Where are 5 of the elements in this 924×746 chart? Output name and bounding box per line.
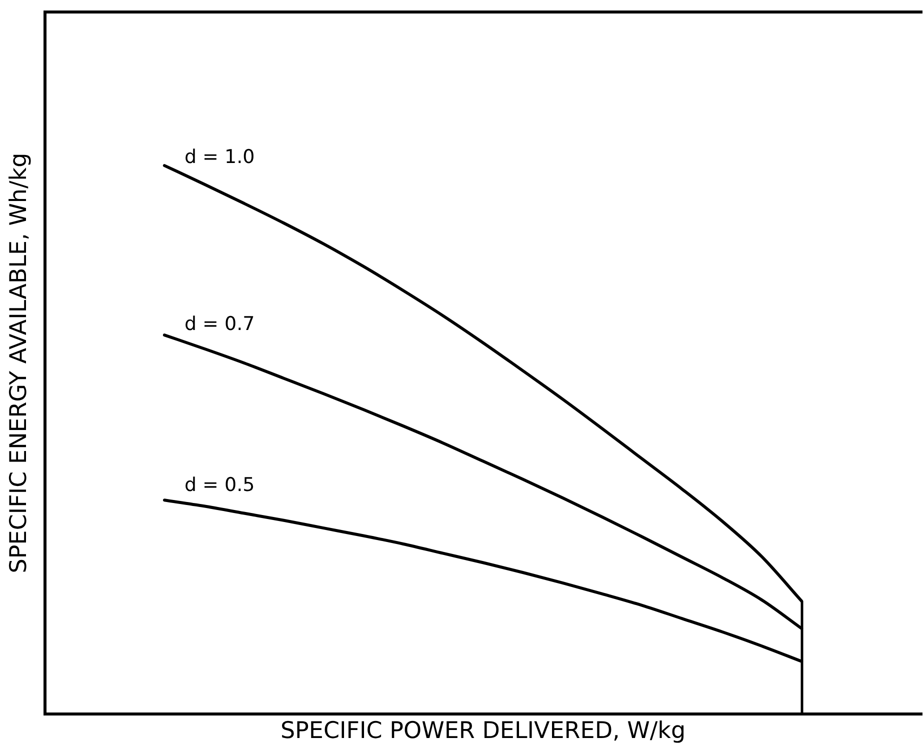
y-axis-title: SPECIFIC ENERGY AVAILABLE, Wh/kg xyxy=(6,152,32,574)
series-label: d = 0.5 xyxy=(184,474,255,496)
series-label: d = 0.7 xyxy=(184,312,255,335)
series-label: d = 1.0 xyxy=(184,146,255,168)
x-axis-title: SPECIFIC POWER DELIVERED, W/kg xyxy=(280,718,686,744)
